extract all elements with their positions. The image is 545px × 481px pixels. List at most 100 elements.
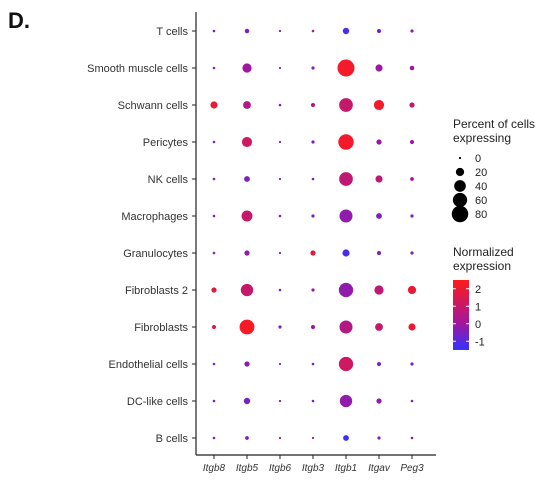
dot: [278, 399, 282, 403]
dot: [212, 29, 216, 33]
color-legend-title: Normalized: [453, 245, 514, 259]
size-legend-label: 80: [475, 209, 487, 221]
dot: [339, 172, 353, 186]
dots-layer: [210, 27, 417, 441]
size-legend-dot: [451, 205, 469, 223]
y-tick-label: T cells: [156, 26, 188, 38]
y-tick-label: B cells: [156, 433, 189, 445]
y-axis-labels: T cells Smooth muscle cells Schwann cells P…: [87, 26, 196, 445]
dot: [408, 323, 416, 331]
panel-label: D.: [8, 8, 30, 33]
dot: [311, 362, 315, 366]
dot: [410, 251, 414, 255]
dot: [310, 324, 316, 330]
dot: [338, 134, 354, 150]
dot: [212, 177, 216, 181]
color-legend-label: 1: [475, 301, 481, 313]
x-tick-label: Itgb1: [335, 463, 357, 474]
dot: [311, 436, 315, 440]
dot: [212, 214, 216, 218]
dot: [212, 399, 216, 403]
color-legend-title: expression: [453, 259, 511, 273]
dot: [373, 99, 385, 111]
dot: [339, 209, 353, 223]
y-tick-label: Fibroblasts: [134, 322, 188, 334]
dot: [241, 136, 253, 148]
dot: [239, 319, 255, 335]
dot: [278, 29, 282, 33]
dot: [278, 325, 282, 329]
y-tick-label: Schwann cells: [118, 100, 189, 112]
dot: [342, 27, 350, 35]
x-tick-label: Peg3: [400, 463, 424, 474]
dot: [409, 139, 415, 145]
dot: [410, 362, 414, 366]
dot: [278, 214, 282, 218]
dot: [410, 29, 414, 33]
x-tick-label: Itgb5: [236, 463, 259, 474]
dot: [339, 394, 353, 408]
dot: [409, 65, 415, 71]
dot: [338, 282, 354, 298]
y-tick-label: Granulocytes: [123, 248, 188, 260]
dot: [240, 283, 254, 297]
size-legend-title: expressing: [453, 131, 511, 145]
size-legend-title: Percent of cells: [453, 117, 535, 131]
dot: [243, 101, 251, 109]
dot: [278, 140, 282, 144]
dot: [337, 59, 355, 77]
dot: [245, 436, 249, 440]
size-legend-label: 40: [475, 181, 487, 193]
dot: [342, 249, 350, 257]
dot: [243, 397, 251, 405]
dot: [310, 102, 316, 108]
dot: [410, 436, 414, 440]
dot: [410, 214, 414, 218]
dot: [278, 251, 282, 255]
y-tick-label: Pericytes: [143, 137, 189, 149]
dot: [244, 361, 250, 367]
size-legend-dot: [452, 192, 468, 208]
dot: [310, 250, 316, 256]
color-legend-label: -1: [475, 336, 485, 348]
dot: [376, 250, 382, 256]
y-tick-label: Fibroblasts 2: [125, 285, 188, 297]
dot: [244, 176, 250, 182]
dot: [212, 66, 216, 70]
dot: [278, 103, 282, 107]
dot: [244, 250, 250, 256]
dot: [376, 213, 382, 219]
dot: [211, 287, 217, 293]
dot: [375, 64, 383, 72]
dot: [343, 435, 349, 441]
dot: [210, 101, 218, 109]
x-tick-label: Itgb6: [269, 463, 292, 474]
y-tick-label: DC-like cells: [127, 396, 189, 408]
dot: [377, 436, 381, 440]
y-tick-label: Macrophages: [121, 211, 188, 223]
size-legend-label: 60: [475, 195, 487, 207]
dot: [410, 399, 414, 403]
dot: [311, 288, 315, 292]
dot: [212, 436, 216, 440]
dot: [278, 177, 282, 181]
dot: [278, 66, 282, 70]
dot: [407, 285, 417, 295]
dot: [338, 356, 354, 372]
dot: [311, 177, 315, 181]
dot: [241, 210, 253, 222]
x-tick-label: Itgb3: [302, 463, 325, 474]
dot: [376, 361, 382, 367]
x-tick-label: Itgav: [368, 463, 391, 474]
size-legend-label: 0: [475, 153, 481, 165]
color-legend-label: 0: [475, 319, 481, 331]
dot: [410, 177, 414, 181]
dot: [339, 98, 353, 112]
dot: [339, 320, 353, 334]
dot: [278, 288, 282, 292]
size-legend-label: 20: [475, 167, 487, 179]
dot: [376, 398, 382, 404]
dot: [374, 285, 384, 295]
